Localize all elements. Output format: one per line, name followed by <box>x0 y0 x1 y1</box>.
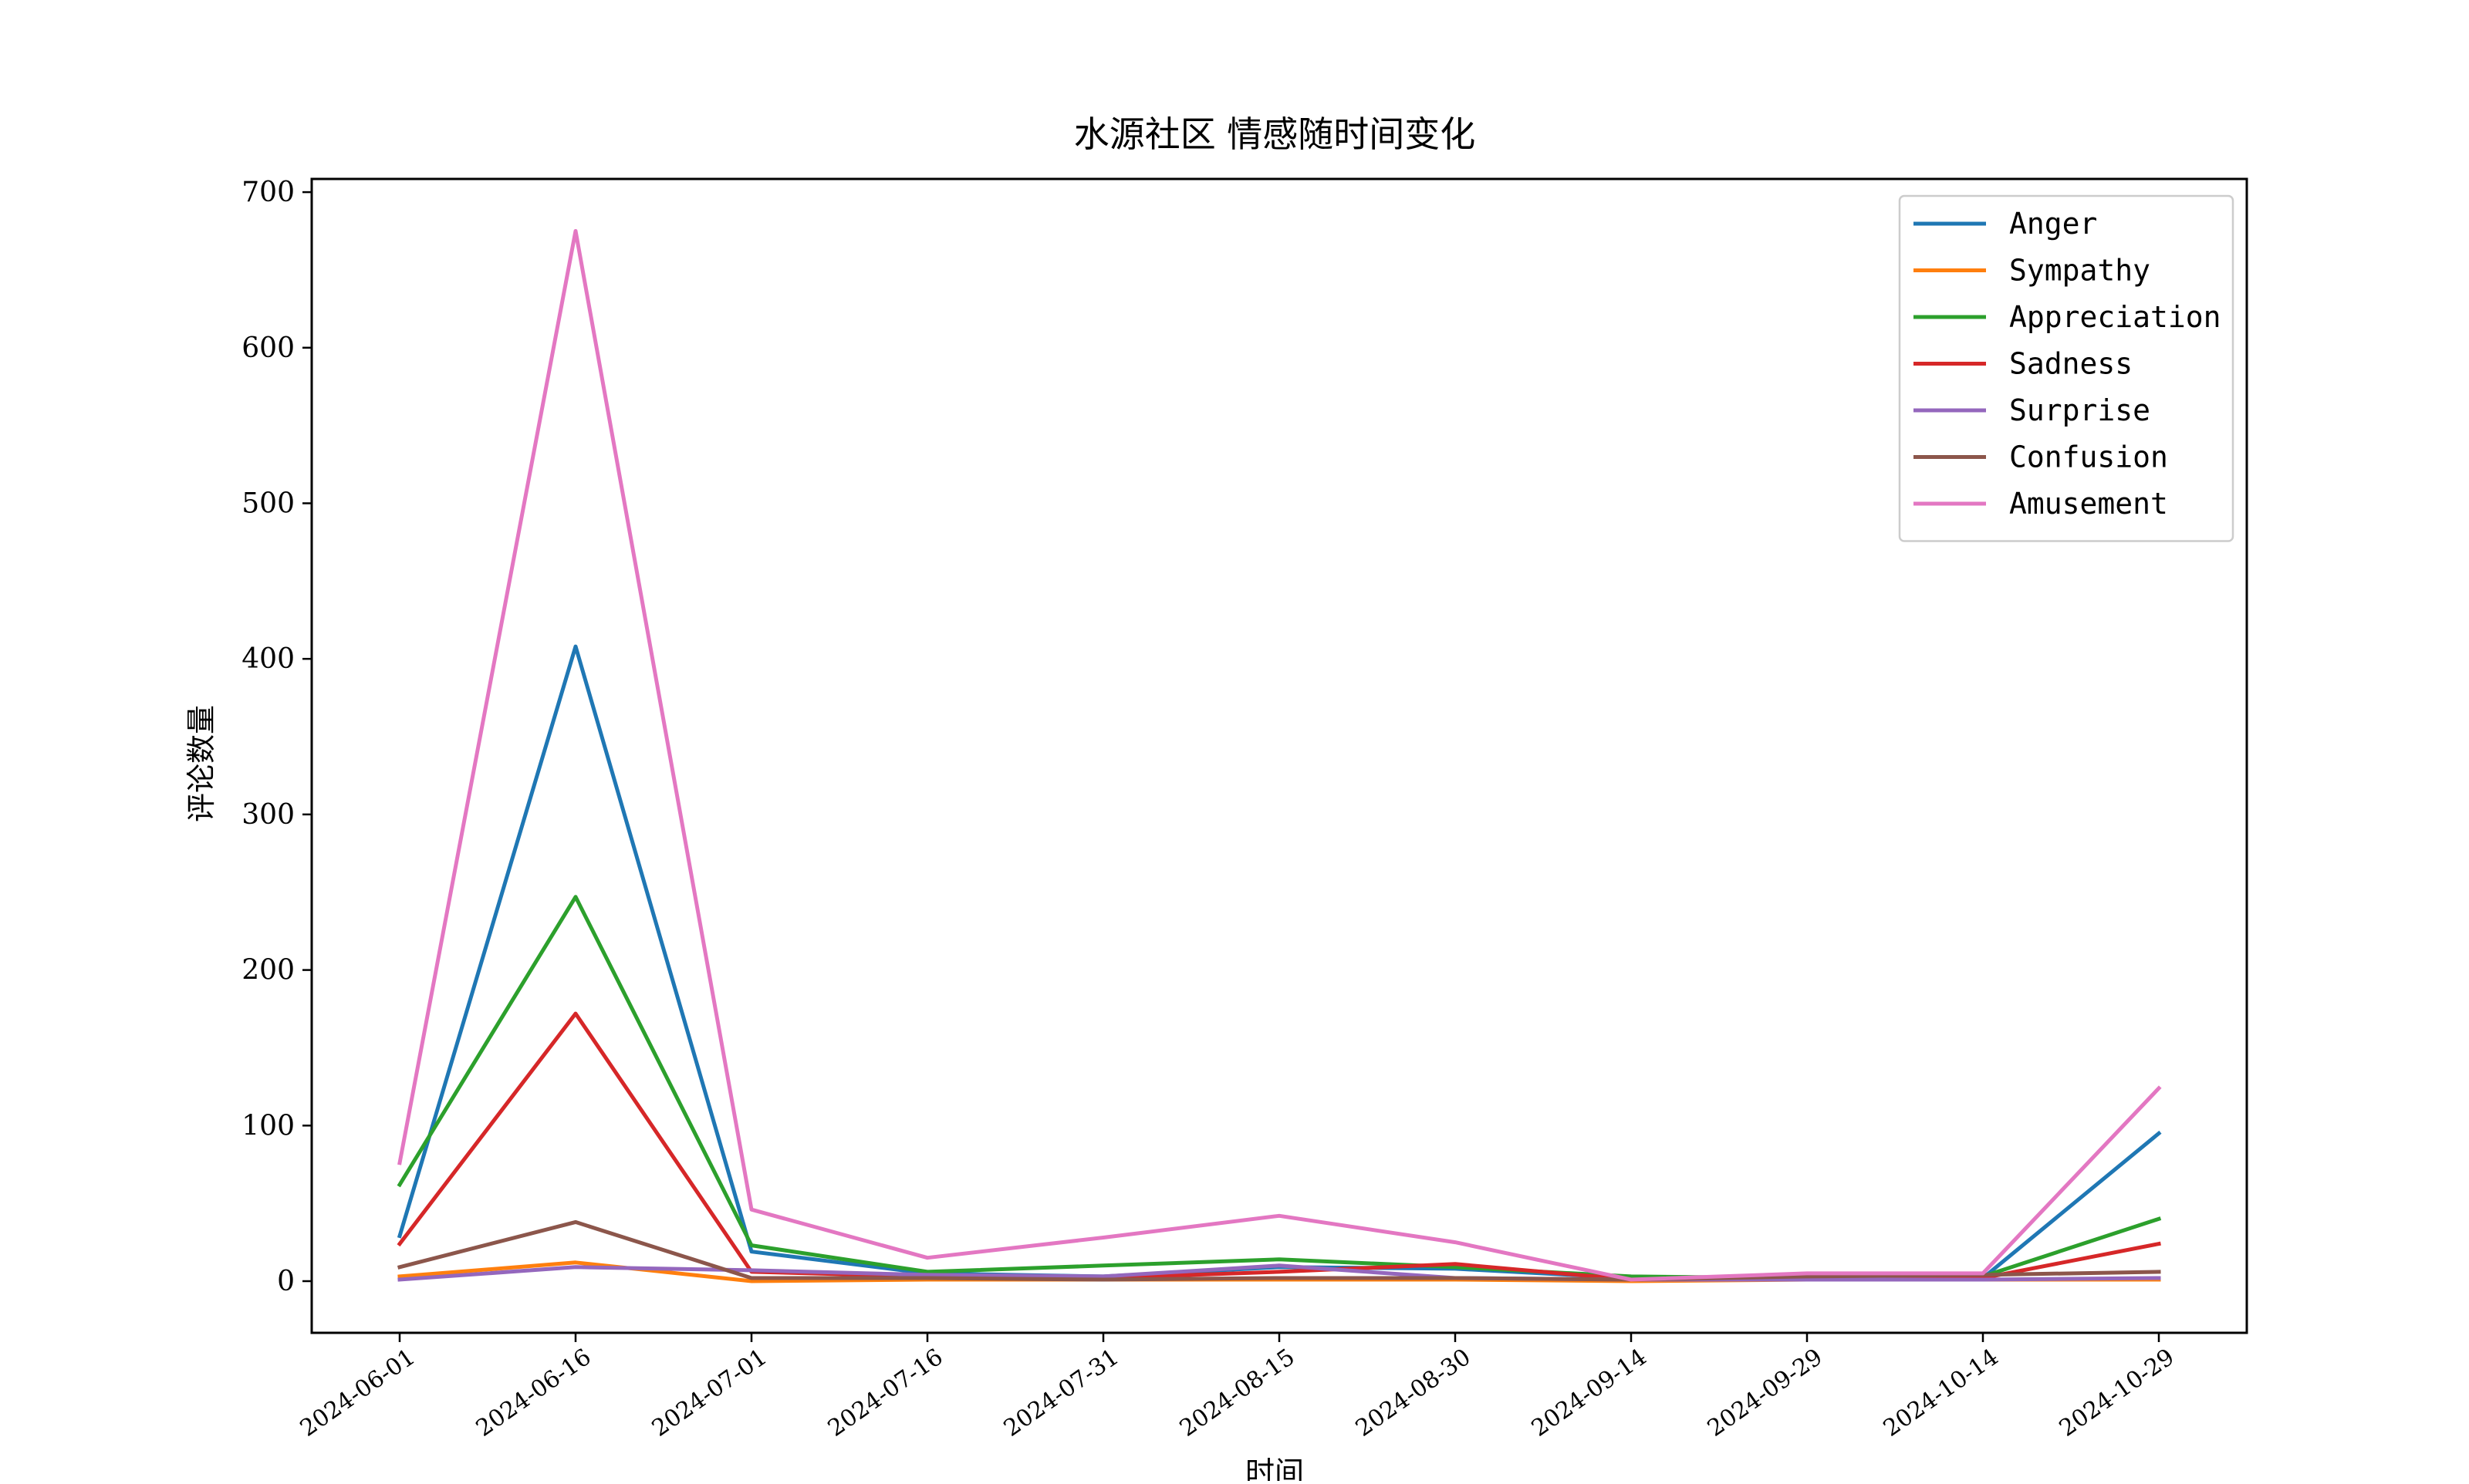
x-tick-label: 2024-06-16 <box>471 1344 596 1442</box>
y-tick-label: 400 <box>241 643 295 675</box>
x-tick-label: 2024-09-29 <box>1703 1344 1828 1442</box>
legend-item: Surprise <box>1913 393 2150 427</box>
x-tick-label: 2024-10-29 <box>2055 1344 2180 1442</box>
y-tick-label: 700 <box>241 177 295 208</box>
series-line-anger <box>397 644 2162 1282</box>
x-tick-label: 2024-08-15 <box>1175 1344 1300 1442</box>
legend-item: Sadness <box>1913 347 2133 381</box>
legend-item: Anger <box>1913 207 2097 241</box>
y-tick-label: 200 <box>241 955 295 987</box>
legend-item: Appreciation <box>1913 300 2221 334</box>
series-line-amusement <box>397 229 2162 1282</box>
x-tick-label: 2024-10-14 <box>1879 1344 2004 1442</box>
x-tick-label: 2024-06-01 <box>296 1344 421 1442</box>
legend-label: Anger <box>2009 207 2097 241</box>
x-axis-title: 时间 <box>1245 1455 1304 1481</box>
series-line-surprise <box>397 1263 2161 1282</box>
series-line-sadness <box>397 1011 2161 1282</box>
x-tick-label: 2024-09-14 <box>1527 1344 1652 1442</box>
x-tick-label: 2024-07-01 <box>647 1344 772 1442</box>
x-tick-label: 2024-07-16 <box>823 1344 948 1442</box>
legend-label: Sympathy <box>2009 254 2150 288</box>
x-tick-label: 2024-07-31 <box>999 1344 1124 1442</box>
y-axis-title: 评论数量 <box>184 705 218 822</box>
series-line-confusion <box>397 1219 2161 1282</box>
y-tick-label: 100 <box>241 1110 295 1142</box>
y-tick-label: 0 <box>277 1266 295 1297</box>
legend-item: Amusement <box>1913 487 2168 521</box>
legend-label: Sadness <box>2009 347 2133 381</box>
legend-label: Confusion <box>2009 440 2168 474</box>
legend-label: Amusement <box>2009 487 2168 521</box>
y-tick-label: 600 <box>241 332 295 364</box>
legend-box <box>1898 194 2234 542</box>
x-tick-label: 2024-08-30 <box>1351 1344 1476 1442</box>
y-tick-label: 500 <box>241 488 295 520</box>
y-tick-label: 300 <box>241 799 295 831</box>
legend-label: Appreciation <box>2009 300 2221 334</box>
chart-title: 水源社区 情感随时间变化 <box>1074 113 1476 155</box>
legend: Anger Sympathy Appreciation Sadness Surprise… <box>1898 194 2234 542</box>
legend-label: Surprise <box>2009 393 2150 427</box>
legend-item: Confusion <box>1913 440 2168 474</box>
legend-item: Sympathy <box>1913 254 2150 288</box>
